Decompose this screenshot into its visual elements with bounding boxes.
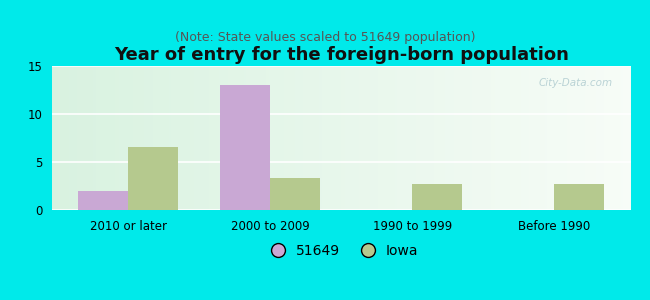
Text: (Note: State values scaled to 51649 population): (Note: State values scaled to 51649 popu… bbox=[175, 32, 475, 44]
Bar bbox=[220, 85, 270, 210]
Title: Year of entry for the foreign-born population: Year of entry for the foreign-born popul… bbox=[114, 46, 569, 64]
Bar bbox=[78, 191, 128, 210]
Text: City-Data.com: City-Data.com bbox=[539, 77, 613, 88]
Bar bbox=[412, 184, 462, 210]
Bar bbox=[554, 184, 604, 210]
Bar bbox=[270, 178, 320, 210]
Bar bbox=[128, 147, 178, 210]
Legend: 51649, Iowa: 51649, Iowa bbox=[259, 238, 424, 263]
